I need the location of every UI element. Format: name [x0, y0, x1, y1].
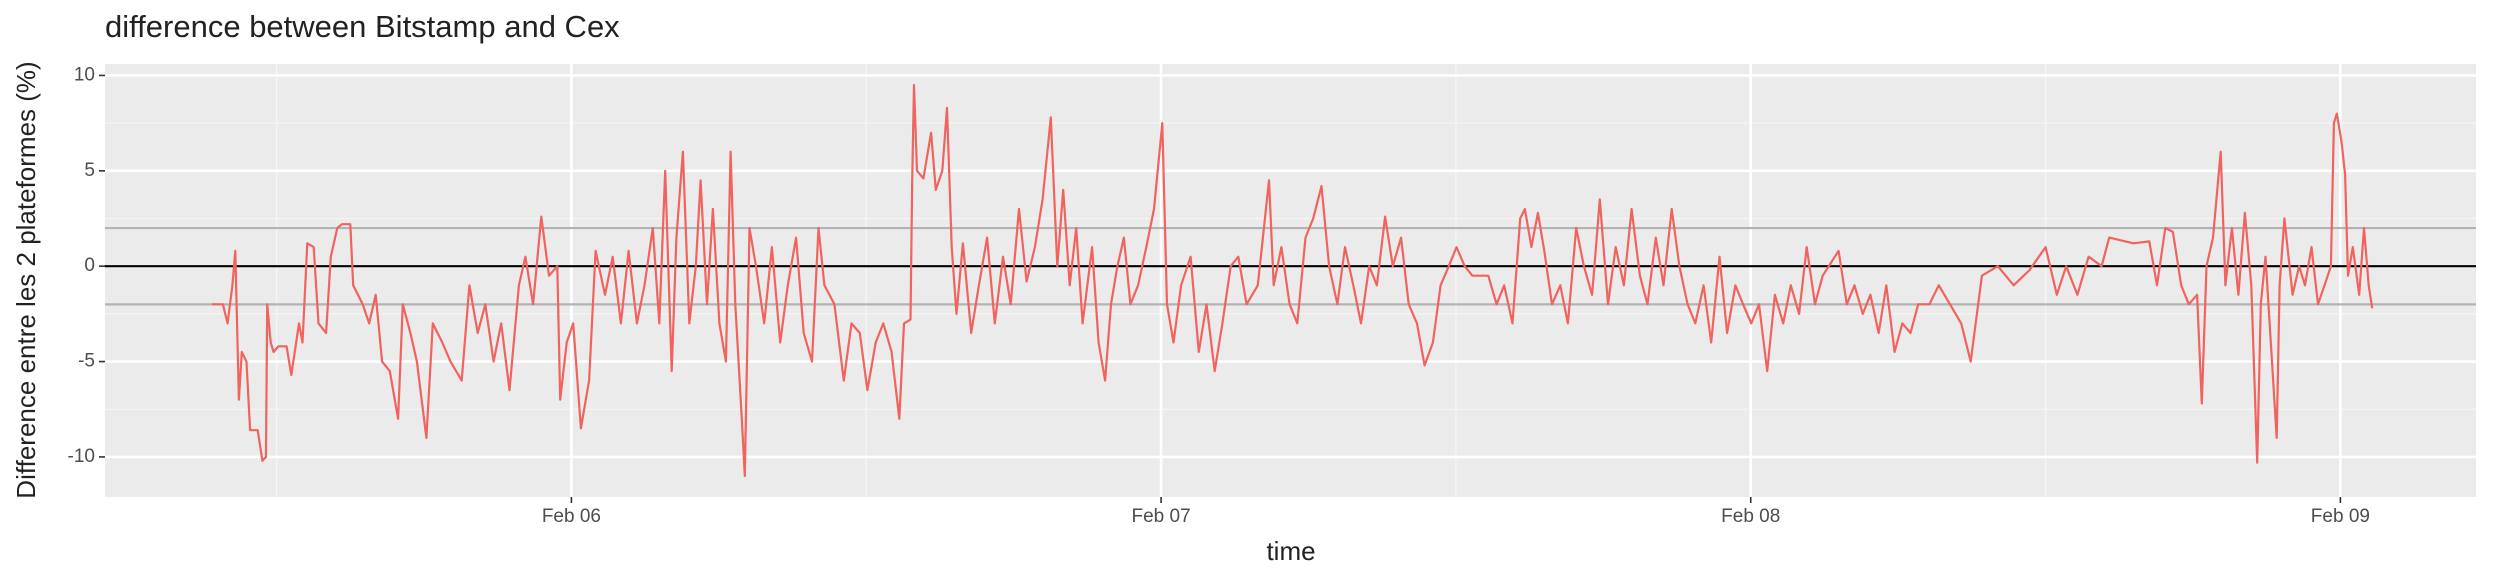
- x-tick-label: Feb 07: [1131, 506, 1190, 527]
- y-tick-label: 5: [84, 160, 95, 181]
- y-tick-label: -10: [68, 446, 95, 467]
- data-line: [211, 83, 2374, 478]
- chart-title: difference between Bitstamp and Cex: [105, 9, 620, 44]
- panel: [105, 64, 2476, 497]
- y-tick-label: 0: [84, 255, 95, 276]
- x-tick-label: Feb 06: [542, 506, 601, 527]
- y-axis-title: Difference entre les 2 plateformes (%): [11, 61, 41, 498]
- x-tick-label: Feb 08: [1721, 506, 1780, 527]
- x-tick-label: Feb 09: [2311, 506, 2370, 527]
- y-tick-label: 10: [74, 64, 95, 85]
- y-tick-label: -5: [78, 351, 95, 372]
- x-axis-title: time: [1266, 536, 1315, 566]
